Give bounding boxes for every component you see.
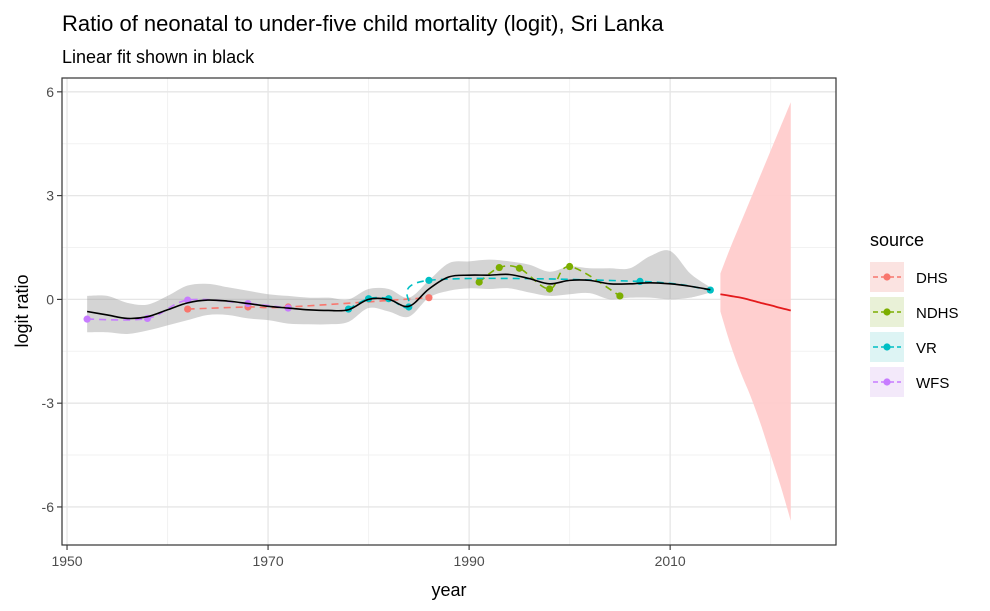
series-line-wfs [87,298,289,321]
legend-label-wfs: WFS [916,375,949,392]
legend-item-ndhs: NDHS [870,297,959,327]
x-tick-label: 1990 [454,553,485,569]
fit-confidence-band [87,250,711,335]
data-point-ndhs [515,264,523,272]
x-tick-label: 1950 [51,553,82,569]
y-tick-label: 0 [46,291,54,307]
series-line-dhs [187,296,429,310]
data-point-ndhs [475,278,483,286]
forecast-line [720,293,791,312]
legend-title: source [870,230,924,250]
y-axis-title: logit ratio [12,274,32,347]
data-point-dhs [425,294,433,302]
data-point-ndhs [616,292,624,300]
y-axis: -6 -3 0 3 6 [42,84,62,515]
y-tick-label: 6 [46,84,54,100]
x-tick-label: 2010 [655,553,686,569]
x-tick-label: 1970 [252,553,283,569]
y-tick-label: -3 [42,395,55,411]
x-axis: 1950 1970 1990 2010 [51,545,686,569]
data-point-ndhs [566,262,574,271]
legend-item-wfs: WFS [870,367,949,397]
data-point-vr [425,276,433,284]
plot-border [61,77,837,546]
legend-items: DHS NDHS VR WFS [870,262,959,397]
y-tick-label: -6 [42,499,55,515]
fit-layer [86,273,791,320]
y-tick-label: 3 [46,188,54,204]
grid-major [62,78,836,545]
x-axis-title: year [431,580,466,600]
data-point-wfs [83,315,91,323]
fit-line [86,273,711,320]
legend-key-point-ndhs [883,308,891,316]
forecast-band [720,102,791,521]
chart-subtitle: Linear fit shown in black [62,47,255,67]
legend-key-point-vr [883,343,891,351]
legend-item-dhs: DHS [870,262,948,292]
plot-panel [61,77,837,546]
legend-key-point-dhs [883,273,891,281]
confidence-bands [87,102,791,521]
plot-background [62,78,836,545]
data-point-dhs [184,305,192,313]
legend-item-vr: VR [870,332,937,362]
legend-label-vr: VR [916,340,937,357]
legend-label-ndhs: NDHS [916,305,959,322]
legend-label-dhs: DHS [916,270,948,287]
legend-key-point-wfs [883,378,891,386]
chart-title: Ratio of neonatal to under-five child mo… [62,11,664,36]
data-point-vr [706,286,714,294]
legend: source DHS NDHS VR WFS [870,230,959,397]
data-point-ndhs [495,263,503,272]
data-point-ndhs [545,285,554,293]
